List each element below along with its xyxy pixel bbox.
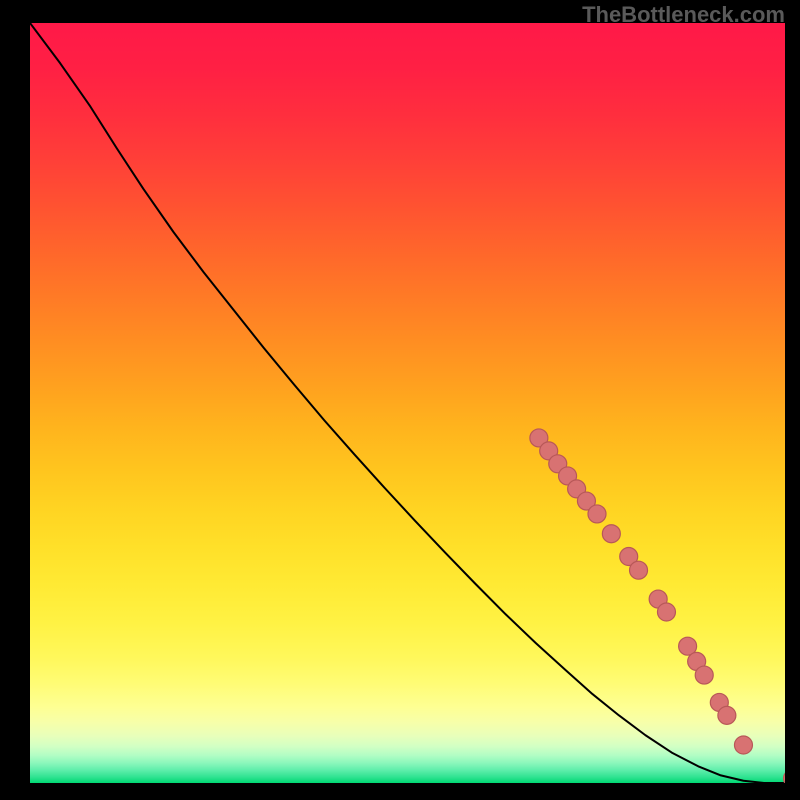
data-marker <box>695 666 713 684</box>
data-marker <box>784 769 785 783</box>
data-marker <box>718 706 736 724</box>
watermark-text: TheBottleneck.com <box>582 2 785 28</box>
data-marker <box>734 736 752 754</box>
plot-area <box>30 23 785 783</box>
trend-line <box>30 23 785 783</box>
data-marker <box>630 561 648 579</box>
data-marker <box>602 525 620 543</box>
chart-container: TheBottleneck.com <box>0 0 800 800</box>
curve-overlay <box>30 23 785 783</box>
data-marker <box>657 603 675 621</box>
data-marker <box>588 505 606 523</box>
